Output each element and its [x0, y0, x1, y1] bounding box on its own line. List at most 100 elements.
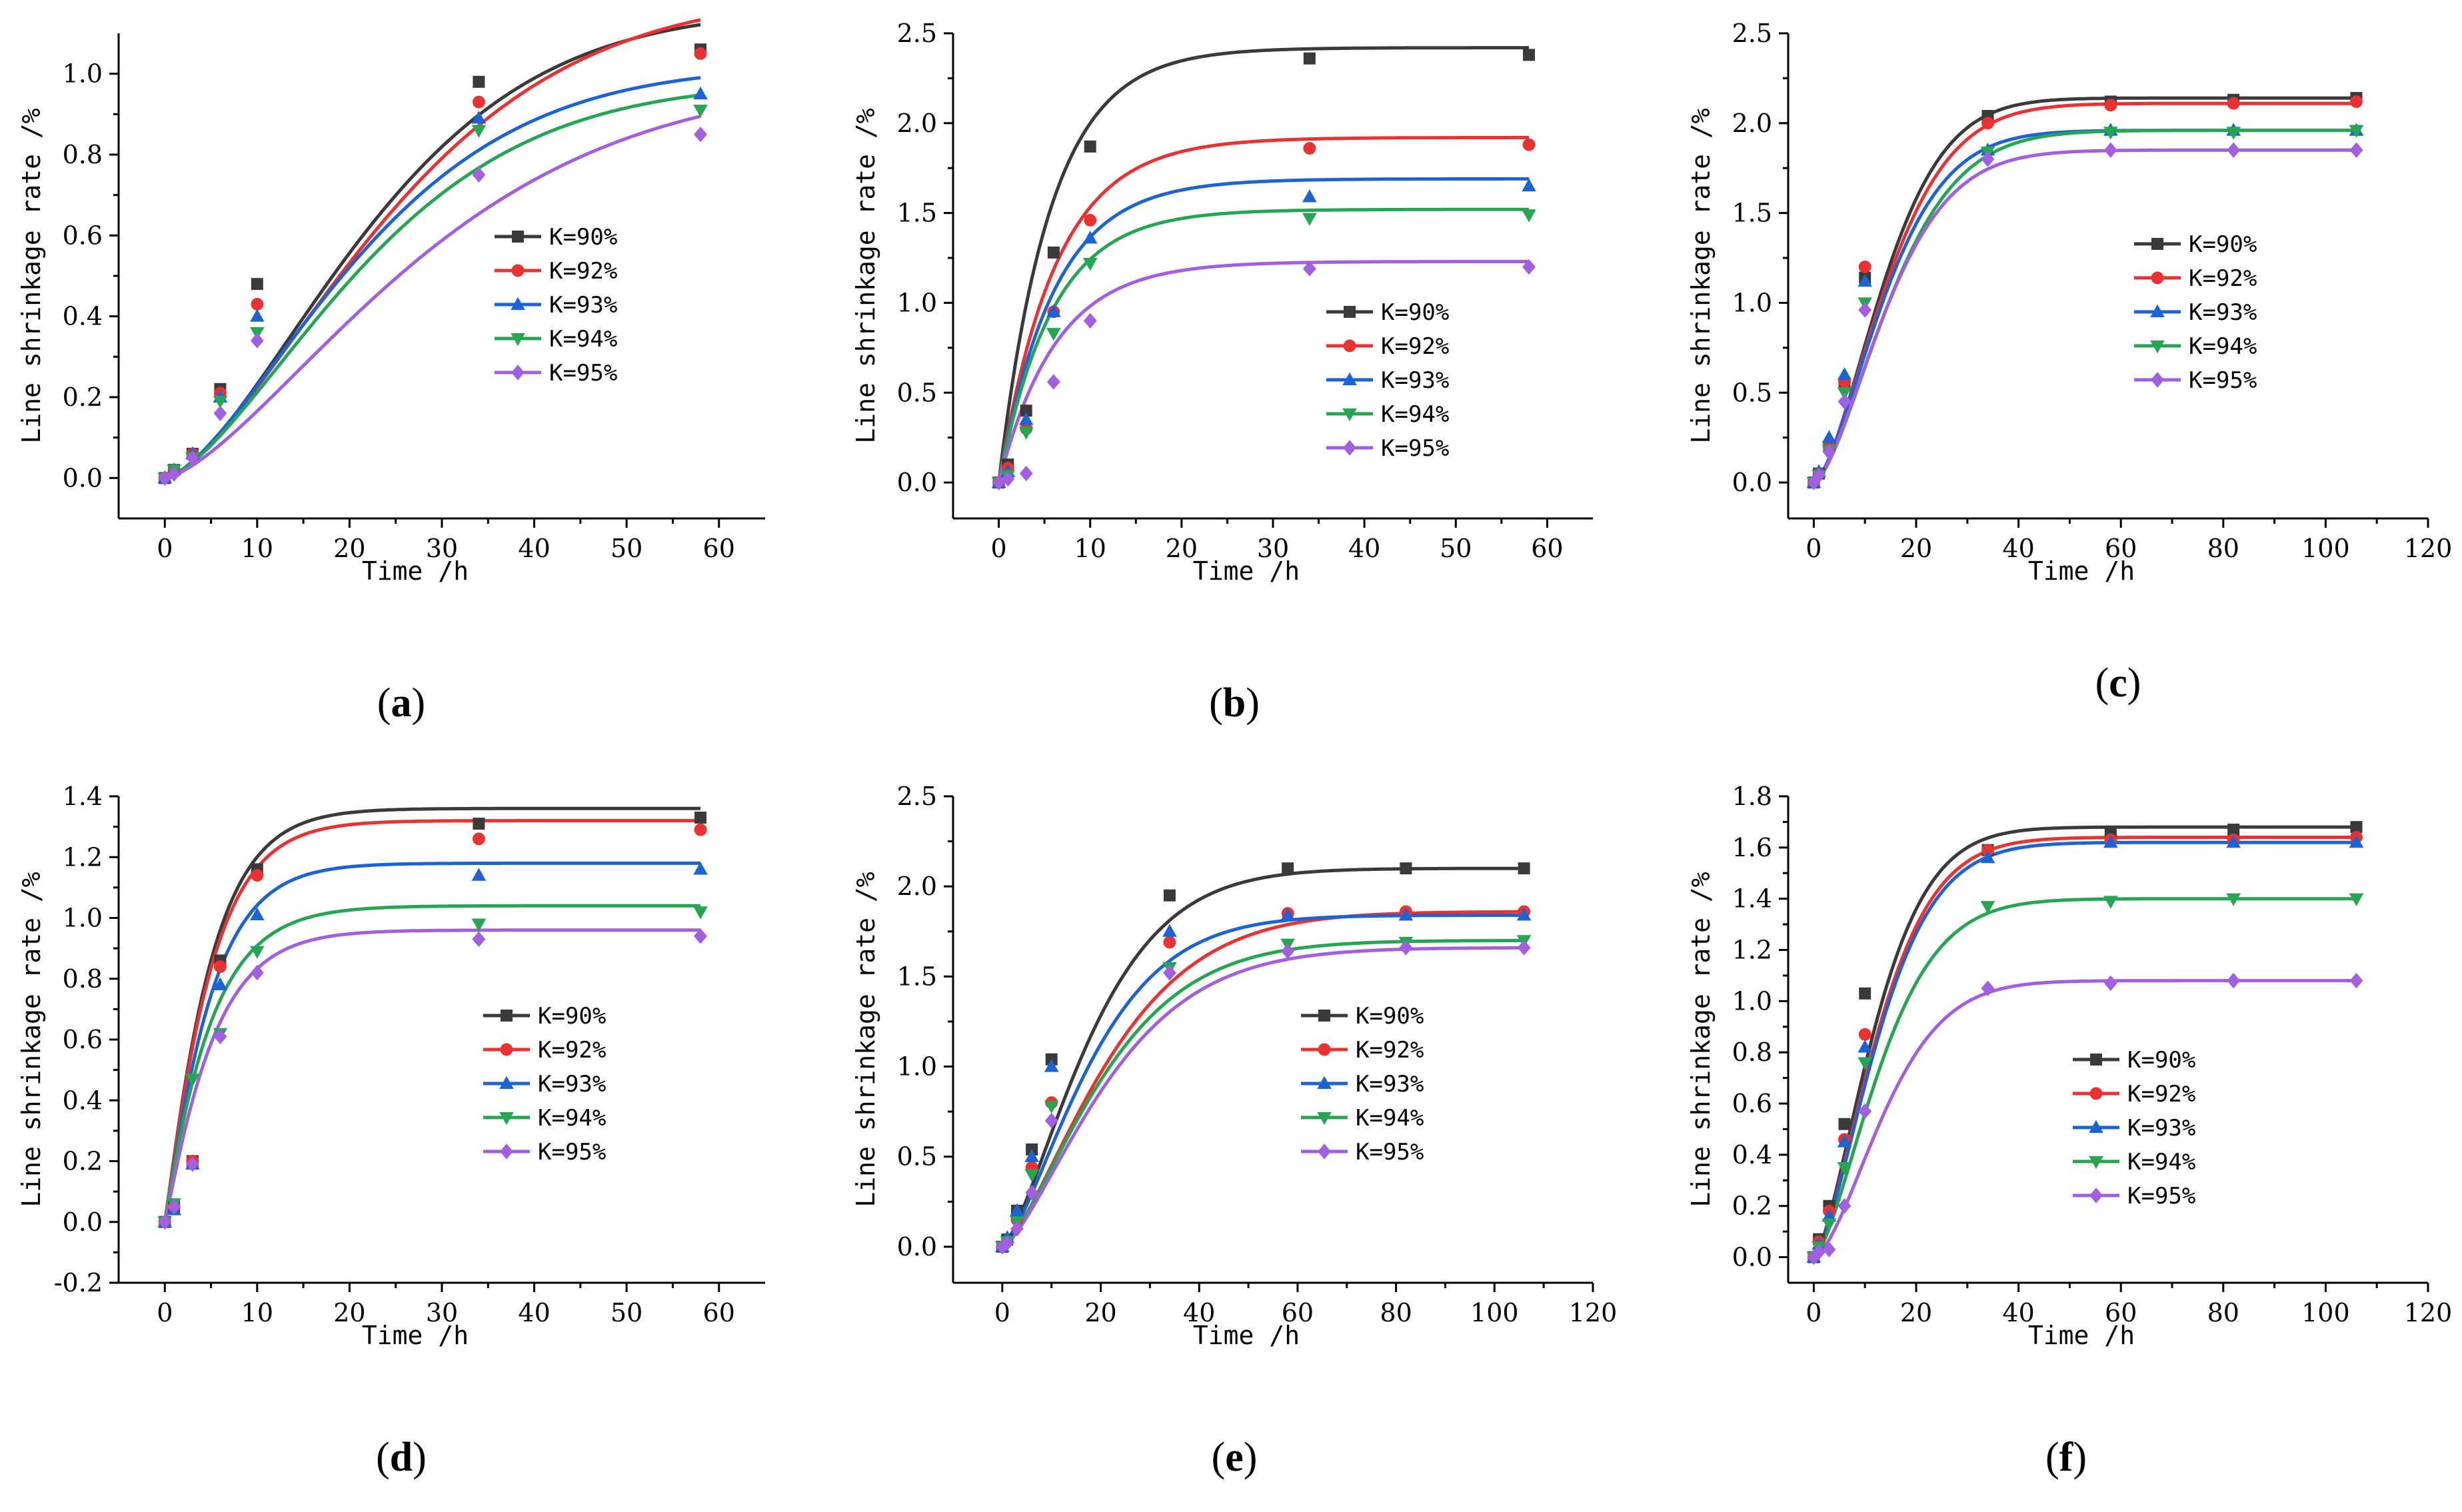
data-point: [1517, 940, 1531, 956]
data-point: [213, 1028, 227, 1045]
x-tick-label: 100: [1470, 1298, 1519, 1327]
data-point: [2349, 972, 2363, 989]
data-point: [992, 474, 1006, 490]
legend-label: K=94%: [2127, 1149, 2195, 1175]
legend-marker: [2089, 1087, 2103, 1100]
data-point: [1859, 987, 1871, 1000]
data-point: [1522, 138, 1536, 151]
data-point: [1858, 1103, 1872, 1120]
data-point: [1858, 302, 1872, 318]
chart-panel-e: 0 20 40 60 80 100 120 0.0 0.5 1.0 1.5 2.0 2.5 Time /h…: [851, 782, 1617, 1480]
data-point: [2103, 975, 2117, 992]
data-point: [1981, 117, 1994, 130]
legend-marker: [500, 1043, 513, 1056]
legend-label: K=92%: [538, 1037, 606, 1064]
fit-curve-k93: [164, 76, 701, 480]
data-point: [472, 832, 485, 846]
data-point: [471, 111, 487, 124]
y-tick-label: 1.0: [1732, 986, 1772, 1016]
fit-curve-k90: [1812, 825, 2357, 1259]
legend-label: K=92%: [2189, 265, 2257, 292]
legend-label: K=90%: [1381, 299, 1449, 326]
data-point: [1822, 1218, 1837, 1231]
data-point: [1981, 844, 1994, 857]
legend-label: K=95%: [1381, 435, 1449, 462]
data-point: [1082, 231, 1098, 244]
data-point: [1858, 261, 1871, 273]
x-tick-label: 100: [2301, 534, 2350, 563]
y-tick-label: 2.5: [897, 19, 937, 48]
fit-curve-k95: [1813, 979, 2357, 1259]
legend-label: K=90%: [538, 1003, 606, 1030]
data-point: [1020, 404, 1032, 417]
x-tick-label: 10: [1074, 534, 1106, 563]
data-point: [1807, 474, 1821, 490]
data-point: [1837, 1162, 1852, 1175]
x-tick-label: 40: [1183, 1298, 1215, 1327]
legend-item: K=95%: [2134, 367, 2257, 394]
legend-marker: [1343, 339, 1356, 353]
chart-panel-f: 0 20 40 60 80 100 120 0.0 0.2 0.4 0.6 0.8 1.0 1.2 1.4 1…: [1686, 782, 2452, 1480]
data-point: [1019, 465, 1033, 482]
data-point: [1082, 258, 1098, 271]
data-point: [2103, 896, 2118, 909]
data-point: [472, 167, 486, 183]
legend-item: K=92%: [1301, 1037, 1424, 1064]
data-point: [213, 977, 228, 990]
legend-item: K=90%: [495, 224, 617, 251]
fit-curve-k94: [1812, 897, 2357, 1259]
data-point: [1163, 936, 1176, 949]
legend-label: K=93%: [1356, 1071, 1424, 1098]
legend-label: K=93%: [549, 292, 617, 319]
data-point: [1282, 862, 1294, 875]
data-point: [1981, 151, 1995, 167]
data-point: [1858, 1028, 1871, 1041]
data-point: [167, 1199, 181, 1215]
legend-label: K=92%: [1381, 333, 1449, 360]
y-tick-label: 1.5: [897, 199, 937, 228]
x-tick-label: 50: [611, 1298, 642, 1327]
y-tick-label: 1.0: [897, 288, 937, 317]
y-tick-label: 0.6: [63, 221, 103, 250]
legend-marker: [501, 1010, 513, 1022]
chart-panel-b: 0 10 20 30 40 50 60 0.0 0.5 1.0 1.5 2.0 2.5 Time /h Li…: [851, 19, 1593, 726]
legend-marker: [511, 365, 525, 380]
legend-item: K=94%: [2134, 333, 2257, 360]
data-point: [693, 862, 708, 875]
y-tick-label: 0.8: [63, 140, 103, 169]
data-point: [1281, 943, 1295, 960]
legend-item: K=95%: [495, 360, 617, 386]
legend-marker: [500, 1143, 513, 1159]
y-tick-label: 1.0: [1732, 288, 1772, 317]
x-axis-title: Time /h: [1193, 556, 1300, 586]
y-axis-title: Line shrinkage rate /%: [1686, 872, 1716, 1207]
data-point: [1857, 273, 1872, 287]
legend-label: K=92%: [549, 258, 617, 285]
legend-marker: [2150, 304, 2165, 318]
data-point: [185, 1074, 200, 1087]
y-tick-label: 0.5: [1732, 378, 1772, 407]
chart-panel-a: 0 10 20 30 40 50 60 0.0 0.2 0.4 0.6 0.8 1.0 Time /h Li…: [17, 18, 765, 726]
y-tick-label: 0.2: [63, 1147, 103, 1176]
data-point: [1163, 965, 1176, 981]
panel-label: (b): [1209, 680, 1260, 726]
y-tick-label: 0.8: [63, 964, 103, 994]
y-tick-label: 0.8: [1732, 1038, 1772, 1067]
data-point: [2226, 893, 2241, 906]
chart-panel-c: 0 20 40 60 80 100 120 0.0 0.5 1.0 1.5 2.0 2.5 Time /h…: [1686, 19, 2452, 706]
data-point: [1518, 862, 1530, 875]
y-axis-title: Line shrinkage rate /%: [1686, 108, 1716, 443]
data-point: [1010, 1221, 1024, 1237]
legend-item: K=92%: [495, 258, 617, 285]
x-tick-label: 80: [2207, 1298, 2239, 1327]
y-tick-label: 1.2: [1732, 936, 1772, 965]
fit-curve-k90: [163, 806, 700, 1223]
fit-curve-k93: [163, 861, 700, 1223]
legend-label: K=92%: [1356, 1037, 1424, 1064]
x-tick-label: 40: [2002, 534, 2034, 563]
x-tick-label: 80: [2207, 534, 2239, 563]
data-point: [2349, 893, 2364, 906]
x-tick-label: 10: [241, 534, 273, 563]
legend-label: K=94%: [1381, 401, 1449, 428]
data-point: [1522, 259, 1536, 275]
